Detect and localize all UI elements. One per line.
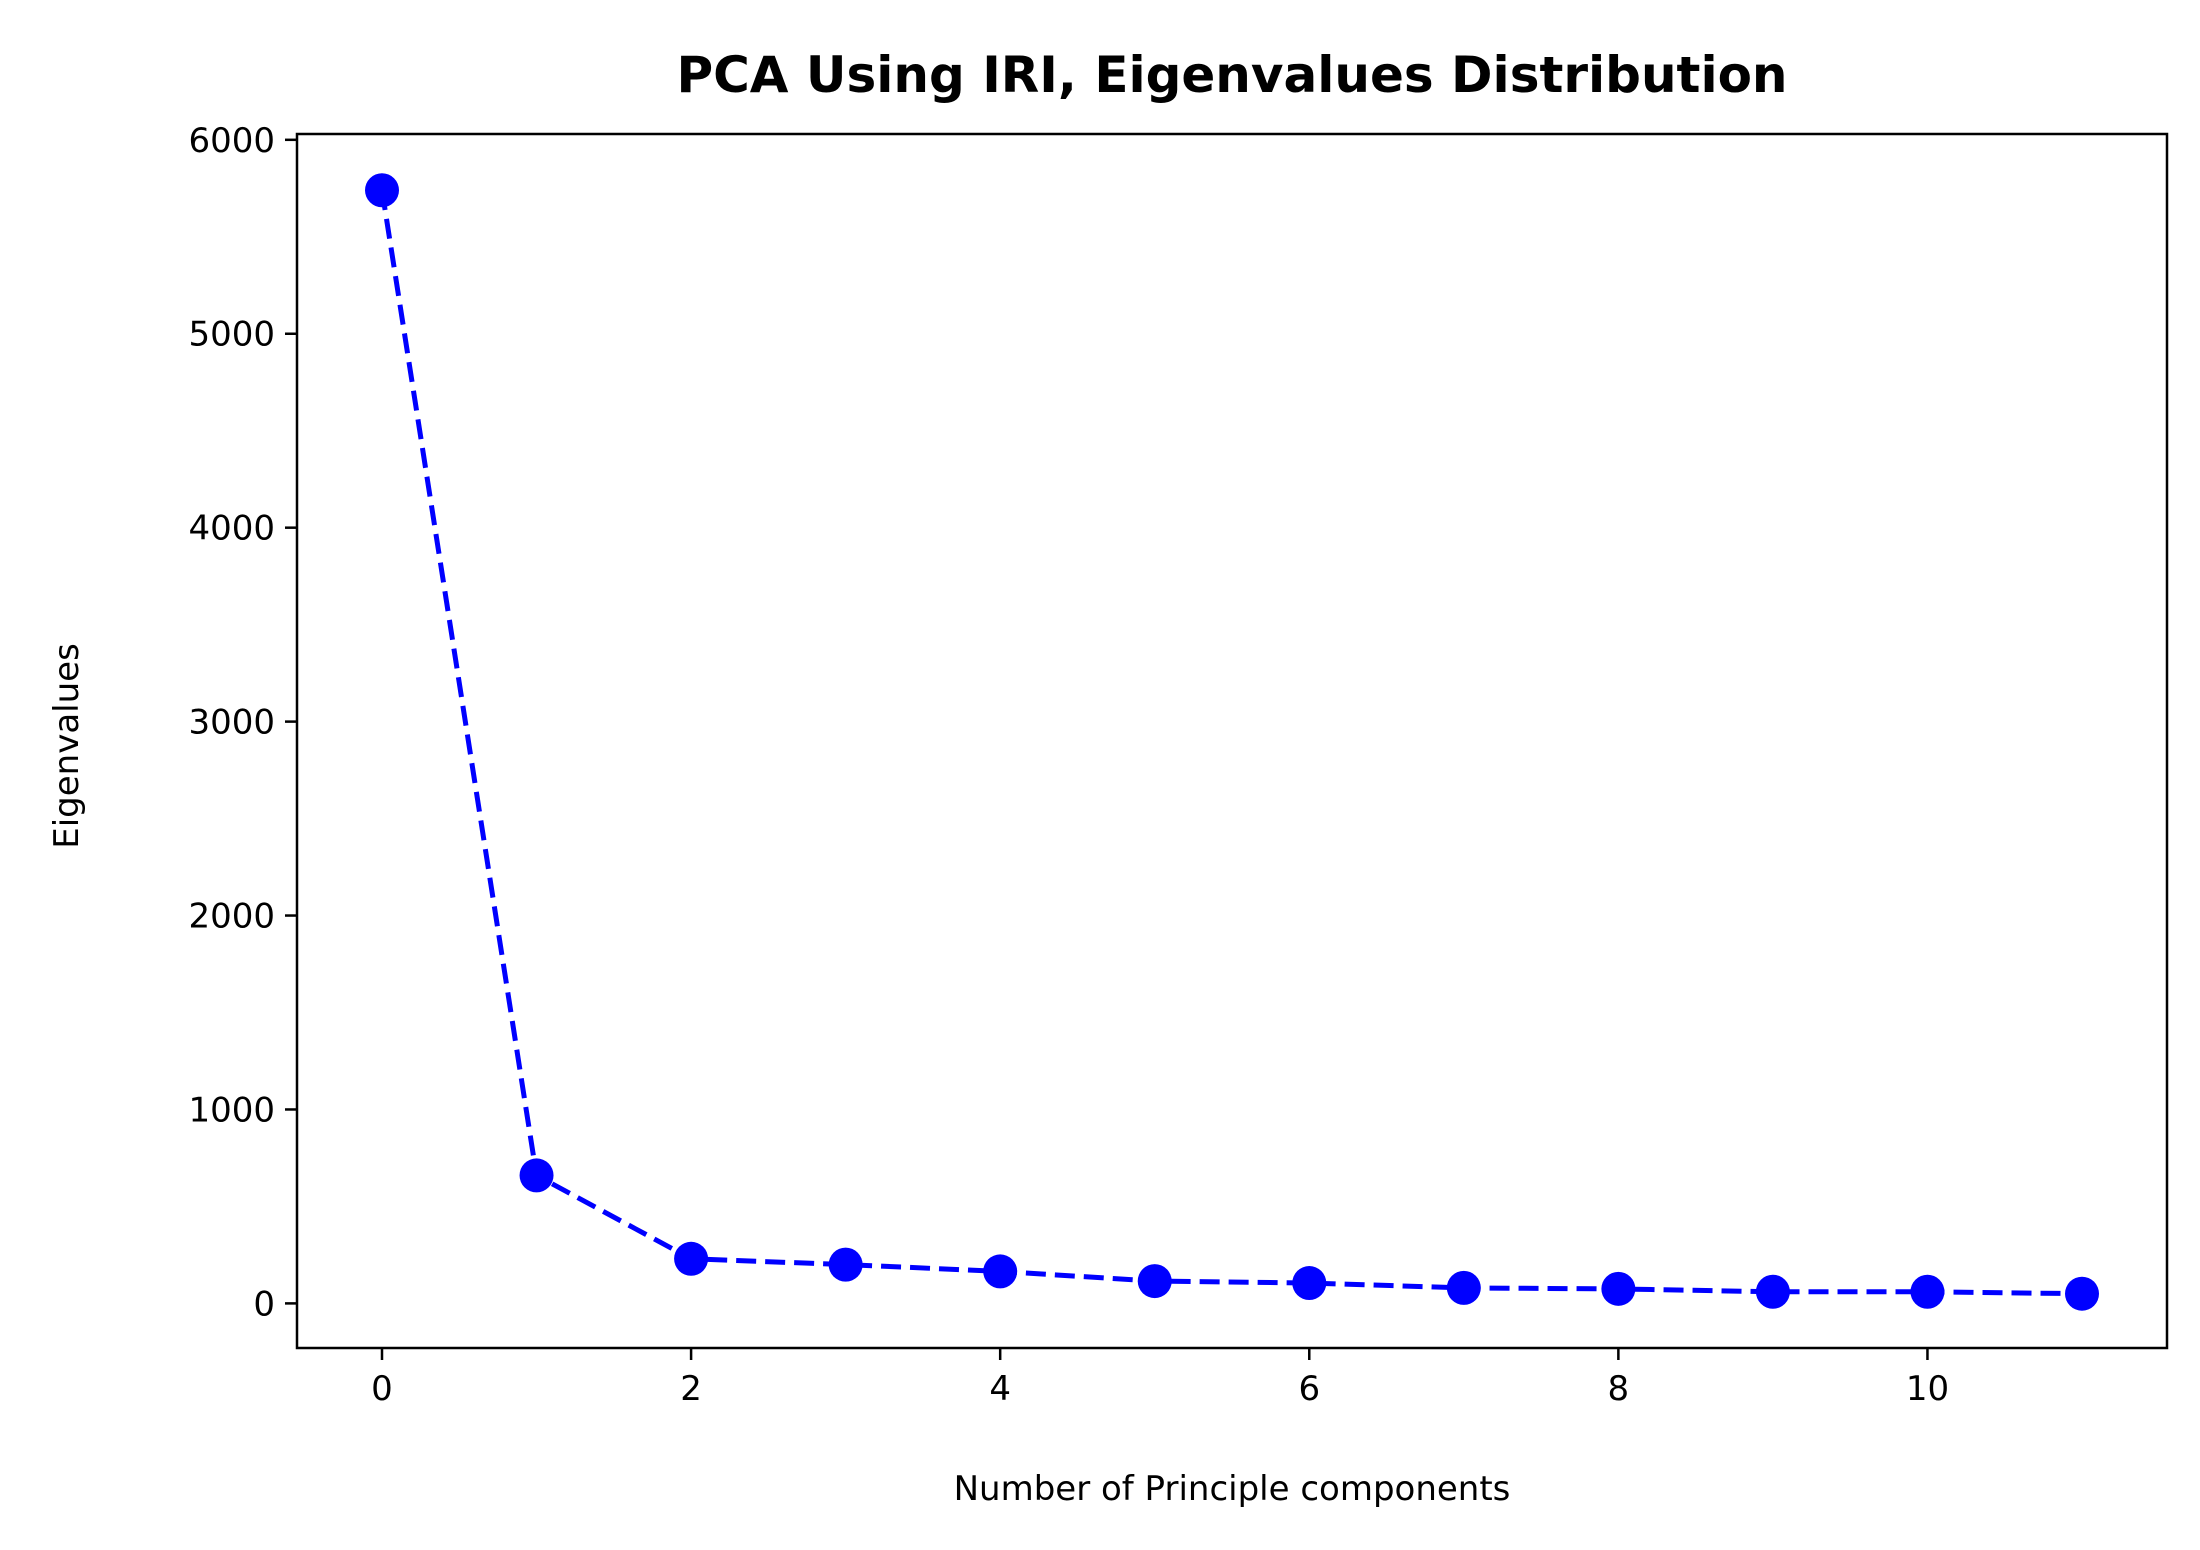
data-point	[983, 1254, 1018, 1289]
y-axis-label: Eigenvalues	[47, 643, 87, 849]
data-point	[674, 1241, 709, 1276]
data-point	[2065, 1276, 2099, 1311]
y-tick-label: 4000	[188, 509, 275, 549]
x-tick-label: 6	[1298, 1369, 1320, 1409]
plot-frame	[295, 132, 2169, 1350]
data-point	[1292, 1266, 1327, 1301]
x-tick-label: 0	[371, 1369, 393, 1409]
data-point	[519, 1158, 554, 1193]
y-tick-label: 6000	[188, 121, 275, 161]
y-axis: 0 1000 2000 3000 4000 5000 6000	[188, 121, 297, 1324]
chart-title: PCA Using IRI, Eigenvalues Distribution	[676, 46, 1787, 104]
data-point	[1910, 1274, 1945, 1309]
x-tick-label: 4	[989, 1369, 1011, 1409]
data-point	[1601, 1271, 1636, 1306]
y-tick-label: 2000	[188, 897, 275, 937]
y-tick-label: 3000	[188, 703, 275, 743]
x-axis: 0 2 4 6 8 10	[371, 1348, 1949, 1409]
data-point	[1755, 1274, 1790, 1309]
data-point	[365, 173, 399, 208]
data-point	[1446, 1270, 1481, 1305]
y-tick-label: 5000	[188, 315, 275, 355]
x-tick-label: 2	[680, 1369, 702, 1409]
x-tick-label: 8	[1608, 1369, 1630, 1409]
y-tick-label: 1000	[188, 1090, 275, 1130]
data-point	[828, 1247, 863, 1282]
x-axis-label: Number of Principle components	[954, 1469, 1511, 1509]
plot-area	[295, 132, 2169, 1350]
series-line	[379, 189, 2083, 1297]
x-tick-label: 10	[1906, 1369, 1949, 1409]
y-tick-label: 0	[253, 1284, 275, 1324]
data-point	[1137, 1264, 1172, 1299]
